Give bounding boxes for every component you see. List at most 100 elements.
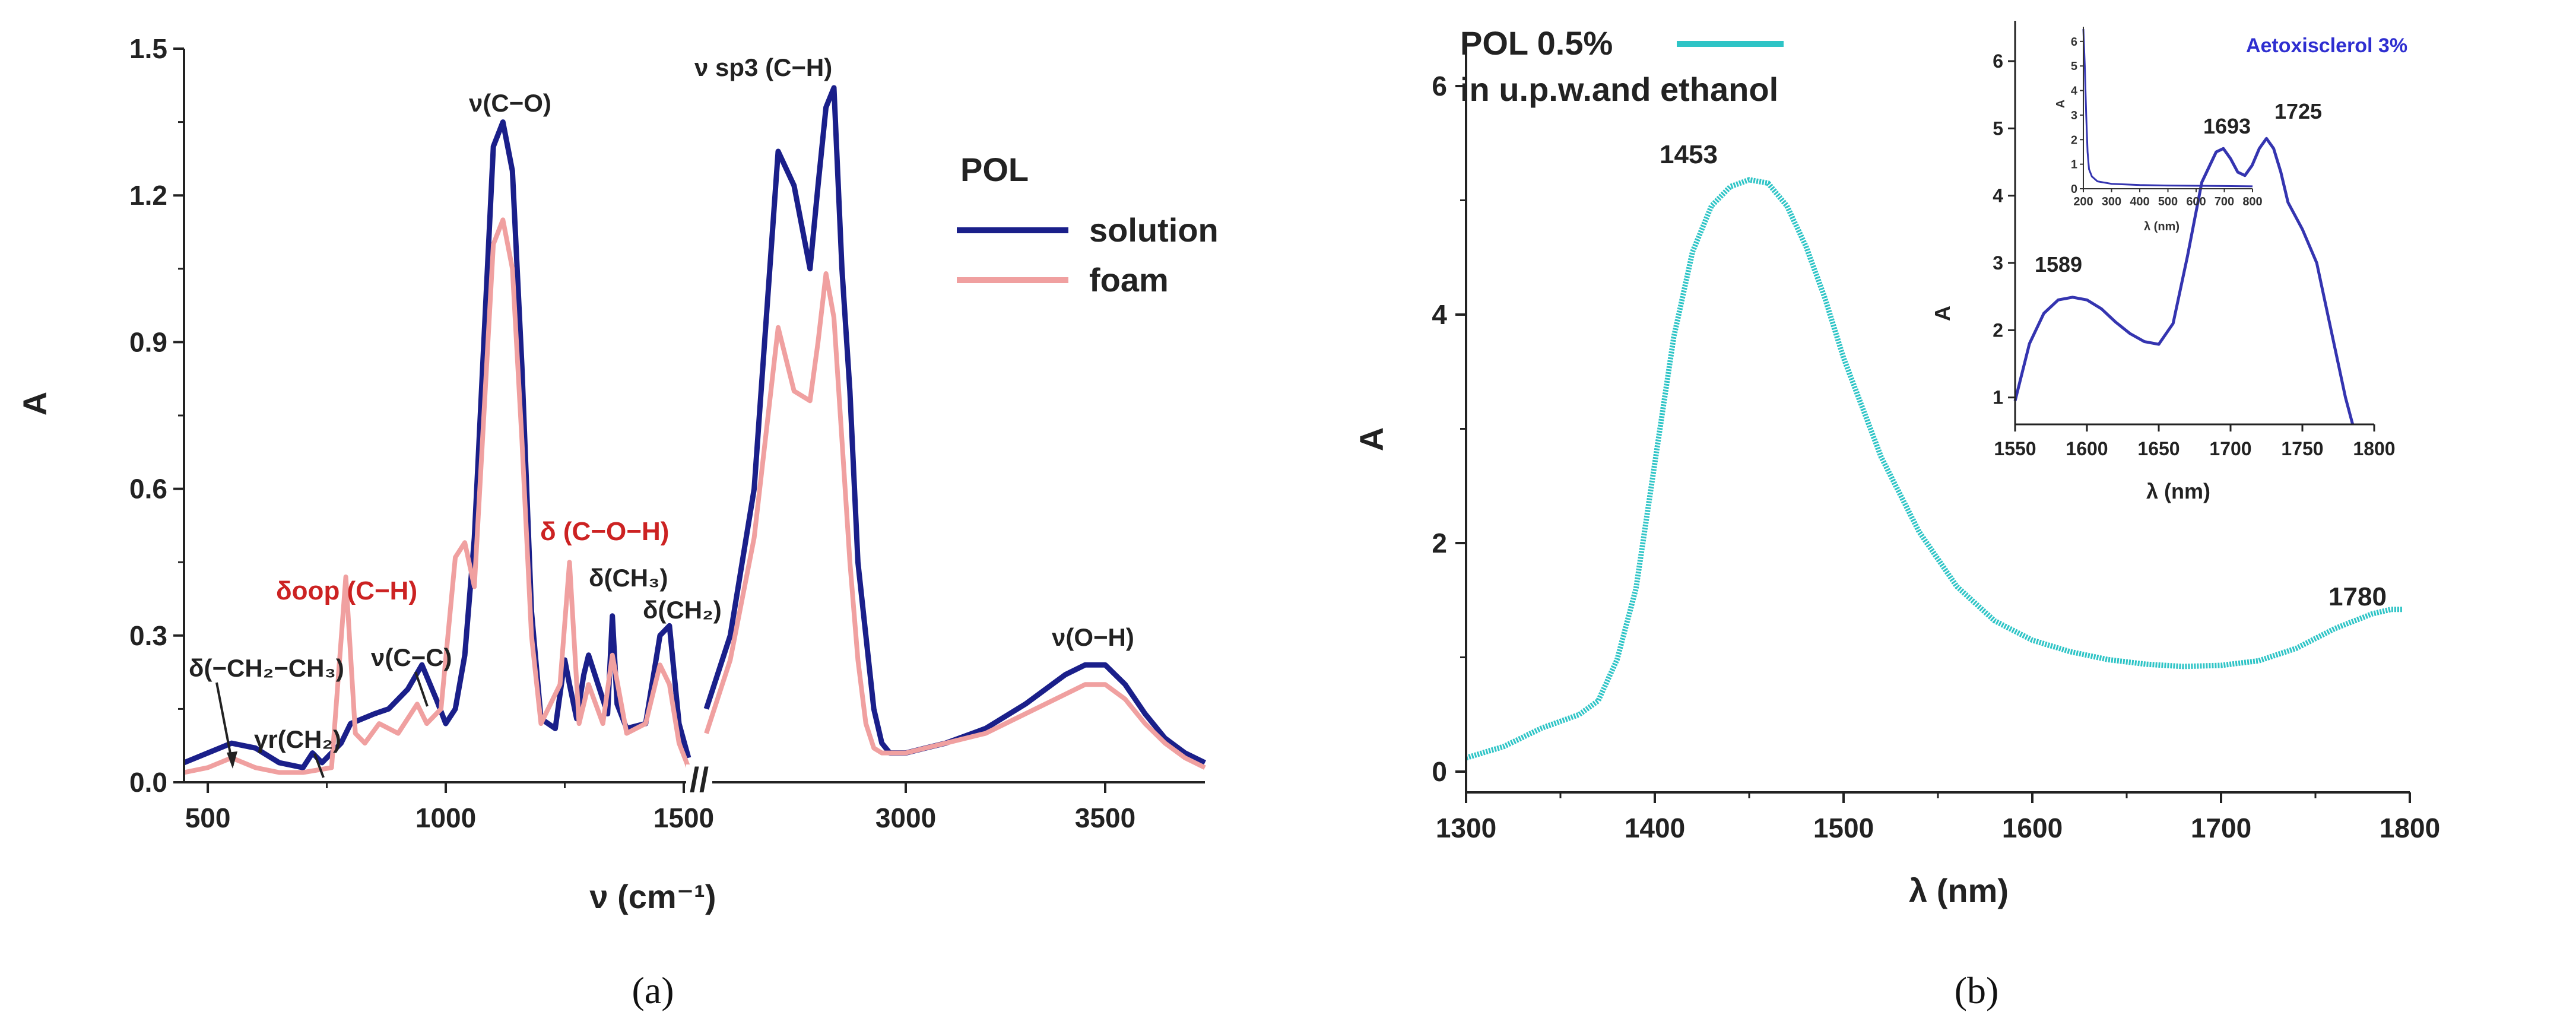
- legend-label-foam: foam: [1089, 261, 1169, 299]
- inset-x-tick-label: 1800: [2353, 438, 2395, 459]
- y-tick-label: 6: [1432, 71, 1447, 101]
- peak-label-1780: 1780: [2328, 582, 2387, 611]
- inset-y-tick-label: 2: [1993, 319, 2003, 341]
- subinset-y-tick-label: 4: [2071, 85, 2078, 98]
- panel-a-ticks: 0.0 0.3 0.6 0.9 1.2 1.5 500 1000 1500 3000 3500: [129, 33, 1135, 833]
- y-tick-label: 1.5: [129, 33, 167, 64]
- subinset-series-line: [2082, 29, 2253, 188]
- panel-a-caption: (a): [632, 969, 674, 1011]
- x-tick-label: 3500: [1075, 802, 1135, 833]
- peak-label-1693: 1693: [2203, 114, 2251, 138]
- annotation-sp3-c-h-stretch: ν sp3 (C−H): [694, 53, 832, 81]
- subinset-y-axis-title: A: [2054, 100, 2067, 108]
- legend-label-pol: POL 0.5%: [1460, 24, 1613, 62]
- x-tick-label: 1500: [653, 802, 714, 833]
- x-tick-label: 1400: [1625, 813, 1685, 843]
- panel-a-legend: POL solution foam: [957, 151, 1219, 299]
- axis-break-mark: //: [690, 761, 709, 799]
- panel-a-annotations: δ(−CH₂−CH₃) γr(CH₂) δoop (C−H) ν(C−C) ν(…: [189, 53, 1134, 778]
- inset-x-tick-label: 1650: [2137, 438, 2180, 459]
- y-tick-label: 0.6: [129, 474, 167, 505]
- legend-title: POL: [960, 151, 1029, 188]
- y-tick-label: 0.3: [129, 620, 167, 651]
- subinset-y-tick-label: 6: [2071, 36, 2077, 49]
- subinset-x-tick-label: 500: [2158, 195, 2178, 208]
- panel-b-plot-area: [1465, 177, 2403, 761]
- subinset-x-tick-label: 300: [2102, 195, 2121, 208]
- panel-a: // 0.0 0.3 0.6 0.9 1.2 1.5 500 1000 1500 3000 3500…: [16, 33, 1219, 1011]
- inset-y-tick-label: 4: [1993, 185, 2003, 207]
- inset-title: Aetoxisclerol 3%: [2246, 34, 2407, 57]
- annotation-c-o-stretch: ν(C−O): [469, 89, 551, 117]
- y-tick-label: 0: [1432, 756, 1447, 787]
- legend-label-solvent: in u.p.w.and ethanol: [1460, 71, 1778, 108]
- annotation-arrow: [313, 753, 325, 778]
- panel-b-y-axis-title: A: [1353, 427, 1390, 451]
- subinset-x-tick-label: 200: [2073, 195, 2093, 208]
- inset-y-tick-label: 5: [1993, 118, 2003, 139]
- panel-b-x-axis-title: λ (nm): [1909, 872, 2009, 909]
- annotation-arrowhead: [227, 751, 237, 769]
- peak-label-1589: 1589: [2035, 252, 2082, 277]
- x-tick-label: 500: [185, 802, 231, 833]
- annotation-arrow: [215, 682, 234, 766]
- series-line-foam: [704, 271, 1206, 770]
- axis-break-gap: [686, 764, 712, 800]
- panel-b-caption: (b): [1955, 969, 1999, 1011]
- inset-y-axis-title: A: [1930, 306, 1955, 321]
- y-tick-label: 4: [1432, 299, 1447, 330]
- series-line-solution: [183, 119, 691, 770]
- panel-a-y-axis-title: A: [16, 392, 53, 415]
- annotation-c-c-stretch: ν(C−C): [371, 643, 452, 671]
- inset-y-tick-label: 3: [1993, 252, 2003, 274]
- panel-a-x-axis-title: ν (cm⁻¹): [589, 878, 716, 915]
- inset-plot-area: [2013, 137, 2355, 425]
- subinset-y-tick-label: 3: [2071, 109, 2077, 122]
- peak-label-1725: 1725: [2274, 99, 2322, 123]
- subinset-y-tick-label: 2: [2071, 134, 2077, 147]
- panel-a-plot-area: [183, 85, 1206, 775]
- inset-x-tick-label: 1700: [2209, 438, 2251, 459]
- inset-x-tick-label: 1750: [2281, 438, 2323, 459]
- y-tick-label: 2: [1432, 528, 1447, 559]
- annotation-o-h-stretch: ν(O−H): [1052, 623, 1134, 651]
- peak-label-1453: 1453: [1660, 140, 1718, 169]
- x-tick-label: 1700: [2191, 813, 2251, 843]
- inset-x-tick-label: 1550: [1994, 438, 2036, 459]
- subinset-x-tick-label: 400: [2130, 195, 2149, 208]
- x-tick-label: 1800: [2380, 813, 2440, 843]
- series-line-aetoxisclerol: [2013, 137, 2355, 425]
- panel-b-legend: POL 0.5% in u.p.w.and ethanol: [1460, 24, 1784, 108]
- x-tick-label: 1000: [415, 802, 476, 833]
- annotation-c-o-h-bend: δ (C−O−H): [540, 517, 669, 546]
- x-tick-label: 1300: [1436, 813, 1496, 843]
- series-line-solution: [703, 85, 1206, 766]
- subinset-x-tick-label: 700: [2215, 195, 2234, 208]
- subinset-ticks: 0 1 2 3 4 5 6 200 300 400 500 600 700 800: [2071, 36, 2263, 208]
- annotation-arrow: [414, 671, 429, 707]
- annotation-ch2-ch3-bend: δ(−CH₂−CH₃): [189, 654, 344, 682]
- annotation-ch2-bend: δ(CH₂): [643, 596, 722, 624]
- subinset-y-tick-label: 0: [2071, 183, 2077, 196]
- subinset-y-tick-label: 5: [2071, 60, 2077, 73]
- x-tick-label: 1600: [2002, 813, 2063, 843]
- subinset-x-tick-label: 800: [2242, 195, 2262, 208]
- x-tick-label: 3000: [875, 802, 936, 833]
- series-line-pol: [1465, 177, 2403, 761]
- annotation-c-h-oop: δoop (C−H): [276, 576, 417, 605]
- annotation-ch3-bend: δ(CH₃): [589, 564, 668, 592]
- subinset-plot-area: [2082, 29, 2253, 188]
- inset-x-axis-title: λ (nm): [2146, 479, 2210, 503]
- subinset-y-tick-label: 1: [2071, 158, 2077, 172]
- y-tick-label: 1.2: [129, 180, 167, 211]
- annotation-gamma-ch2: γr(CH₂): [254, 725, 341, 753]
- subinset-x-axis-title: λ (nm): [2144, 220, 2180, 233]
- inset-y-tick-label: 1: [1993, 387, 2003, 408]
- inset-y-tick-label: 6: [1993, 50, 2003, 72]
